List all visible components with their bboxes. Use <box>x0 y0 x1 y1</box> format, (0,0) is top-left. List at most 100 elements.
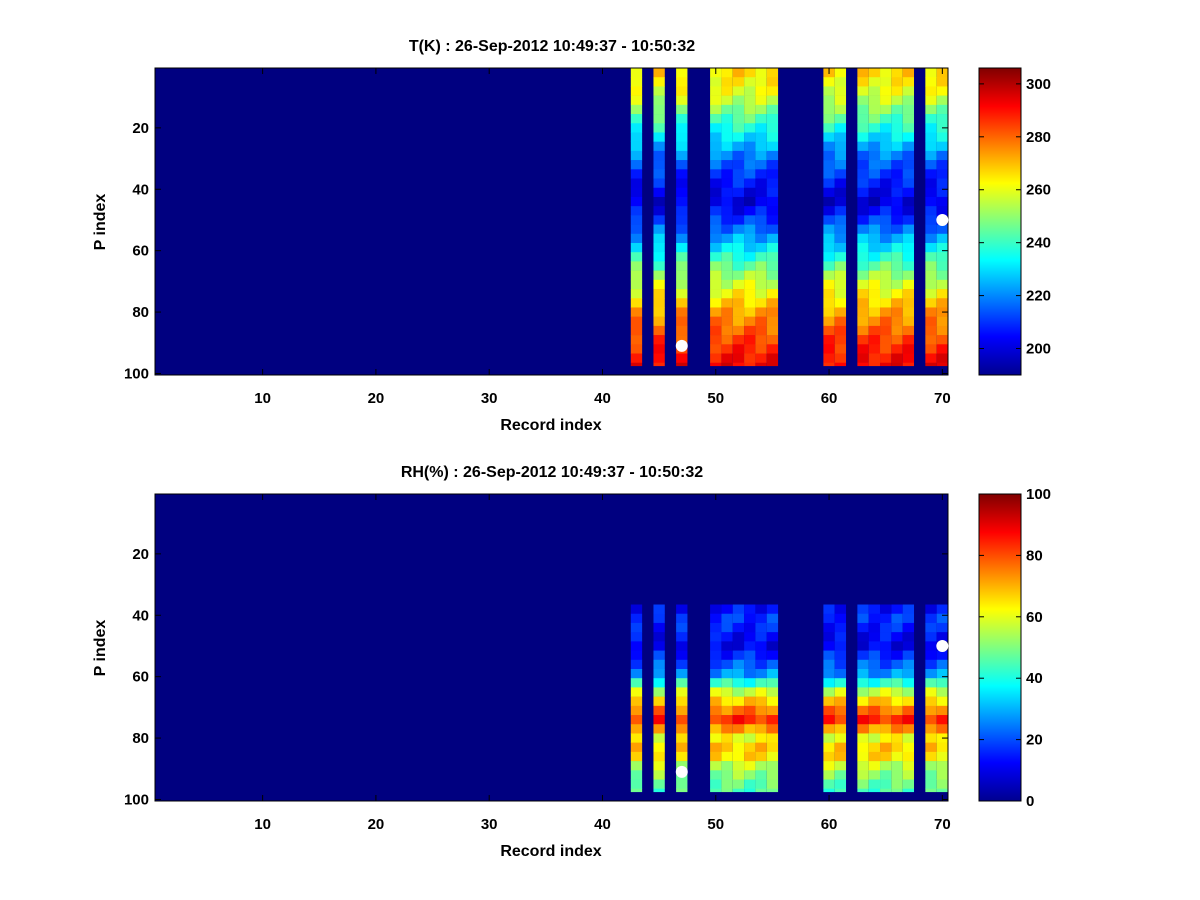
temperature-heatmap-cell <box>630 242 643 253</box>
humidity-heatmap-cell <box>936 724 948 734</box>
temperature-heatmap-cell <box>766 344 779 354</box>
temperature-heatmap-cell <box>880 335 892 345</box>
temperature-heatmap-cell <box>721 141 733 152</box>
temperature-heatmap-cell <box>834 150 847 161</box>
temperature-heatmap-cell <box>834 335 847 345</box>
temperature-heatmap-cell <box>880 123 892 133</box>
humidity-heatmap-cell <box>721 641 733 651</box>
humidity-heatmap-cell <box>630 613 643 624</box>
humidity-heatmap-cell <box>936 687 948 697</box>
temperature-heatmap-column <box>834 68 847 367</box>
temperature-heatmap-cell <box>755 95 767 106</box>
temperature-heatmap-cell <box>755 123 767 133</box>
temperature-colorbar-tick-label: 200 <box>1026 341 1051 358</box>
temperature-heatmap-cell <box>755 77 767 87</box>
humidity-heatmap-cell <box>868 622 881 633</box>
temperature-heatmap-cell <box>676 141 688 152</box>
temperature-heatmap-cell <box>925 353 937 364</box>
temperature-heatmap-cell <box>710 353 722 364</box>
humidity-heatmap-cell <box>902 733 915 743</box>
temperature-heatmap-cell <box>936 178 948 189</box>
temperature-heatmap-cell <box>755 362 767 367</box>
humidity-heatmap-cell <box>823 604 835 615</box>
humidity-heatmap-cell <box>721 604 733 615</box>
humidity-heatmap-cell <box>744 641 756 651</box>
temperature-heatmap-cell <box>902 178 915 189</box>
temperature-heatmap-cell <box>834 298 847 308</box>
temperature-heatmap-cell <box>891 325 903 336</box>
temperature-heatmap-cell <box>880 344 892 354</box>
humidity-heatmap-cell <box>732 761 745 771</box>
temperature-heatmap-cell <box>744 178 756 189</box>
temperature-heatmap-cell <box>653 242 665 253</box>
humidity-heatmap-cell <box>744 751 756 762</box>
humidity-heatmap-cell <box>880 788 892 793</box>
humidity-heatmap-cell <box>823 715 835 725</box>
humidity-heatmap-cell <box>755 751 767 762</box>
temperature-heatmap-cell <box>880 325 892 336</box>
temperature-heatmap-cell <box>902 261 915 271</box>
temperature-heatmap-cell <box>732 242 745 253</box>
temperature-heatmap-cell <box>868 362 881 367</box>
temperature-heatmap-cell <box>891 86 903 96</box>
temperature-heatmap-cell <box>834 95 847 106</box>
humidity-heatmap-cell <box>891 696 903 707</box>
temperature-heatmap-cell <box>721 114 733 124</box>
temperature-heatmap-cell <box>891 362 903 367</box>
humidity-heatmap-column <box>732 604 745 793</box>
temperature-heatmap-cell <box>857 104 869 115</box>
temperature-heatmap-cell <box>653 160 665 170</box>
temperature-heatmap-cell <box>868 196 881 207</box>
temperature-heatmap-column <box>925 68 937 367</box>
humidity-heatmap-cell <box>766 788 779 793</box>
humidity-heatmap-cell <box>744 687 756 697</box>
temperature-heatmap-cell <box>766 114 779 124</box>
temperature-heatmap-cell <box>868 95 881 106</box>
temperature-heatmap-cell <box>891 68 903 78</box>
temperature-heatmap-cell <box>925 224 937 235</box>
temperature-heatmap-cell <box>857 150 869 161</box>
humidity-heatmap-cell <box>653 632 665 642</box>
humidity-heatmap-cell <box>834 788 847 793</box>
humidity-heatmap-cell <box>732 705 745 716</box>
humidity-heatmap-cell <box>732 770 745 780</box>
humidity-heatmap-column <box>834 604 847 793</box>
humidity-heatmap-cell <box>823 641 835 651</box>
temperature-heatmap-cell <box>755 279 767 290</box>
humidity-heatmap-column <box>766 604 779 793</box>
temperature-heatmap-cell <box>823 114 835 124</box>
humidity-heatmap-cell <box>766 622 779 633</box>
humidity-heatmap-cell <box>925 770 937 780</box>
humidity-heatmap-cell <box>868 751 881 762</box>
temperature-heatmap-cell <box>721 252 733 262</box>
temperature-heatmap-cell <box>834 325 847 336</box>
temperature-heatmap-cell <box>834 160 847 170</box>
humidity-heatmap-cell <box>834 705 847 716</box>
temperature-heatmap-cell <box>936 141 948 152</box>
temperature-heatmap-cell <box>936 104 948 115</box>
temperature-heatmap-cell <box>732 206 745 216</box>
temperature-heatmap-cell <box>880 242 892 253</box>
humidity-heatmap-cell <box>891 668 903 679</box>
temperature-heatmap-cell <box>630 233 643 244</box>
humidity-heatmap-cell <box>936 751 948 762</box>
temperature-heatmap-cell <box>902 196 915 207</box>
humidity-heatmap-cell <box>868 650 881 661</box>
temperature-heatmap-cell <box>676 233 688 244</box>
temperature-heatmap-cell <box>710 114 722 124</box>
temperature-heatmap-cell <box>936 233 948 244</box>
temperature-heatmap-cell <box>710 187 722 198</box>
temperature-heatmap-cell <box>925 68 937 78</box>
temperature-heatmap-cell <box>925 169 937 179</box>
humidity-x-tick-label: 50 <box>707 816 724 833</box>
temperature-heatmap-cell <box>732 279 745 290</box>
temperature-heatmap-cell <box>880 233 892 244</box>
humidity-heatmap-cell <box>857 622 869 633</box>
temperature-heatmap-cell <box>676 242 688 253</box>
humidity-colorbar-tick-label: 20 <box>1026 732 1043 749</box>
temperature-heatmap-cell <box>891 307 903 317</box>
temperature-heatmap-cell <box>823 279 835 290</box>
temperature-heatmap-cell <box>755 335 767 345</box>
humidity-heatmap-cell <box>857 613 869 624</box>
temperature-heatmap-cell <box>857 242 869 253</box>
